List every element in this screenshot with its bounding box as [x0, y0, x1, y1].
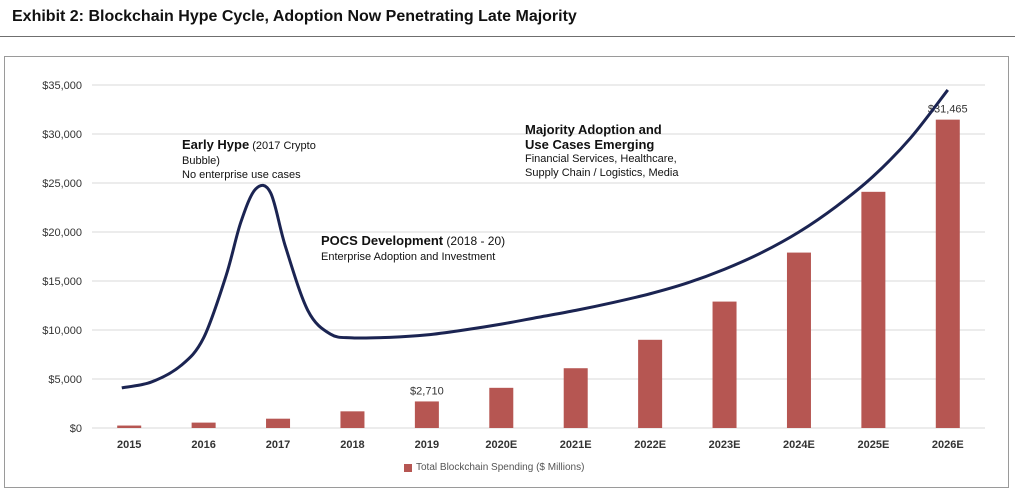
bar-2021E: [563, 368, 588, 428]
bar-2018: [340, 411, 365, 428]
x-tick-label: 2022E: [634, 439, 666, 451]
bar-2019: [414, 401, 439, 428]
annotation-majority: Majority Adoption and Use Cases Emerging…: [525, 122, 678, 180]
bars: [117, 119, 960, 428]
x-tick-label: 2018: [340, 439, 364, 451]
y-tick-label: $5,000: [48, 374, 82, 386]
x-tick-label: 2026E: [932, 439, 964, 451]
y-tick-label: $20,000: [42, 227, 82, 239]
majority-line4: Supply Chain / Logistics, Media: [525, 167, 679, 179]
y-tick-label: $15,000: [42, 276, 82, 288]
x-tick-label: 2017: [266, 439, 290, 451]
pocs-heading: POCS Development: [321, 233, 444, 248]
pocs-note: (2018 - 20): [443, 234, 506, 248]
bar-2023E: [712, 301, 737, 428]
x-tick-label: 2023E: [709, 439, 741, 451]
bar-2017: [266, 418, 291, 428]
chart-legend: Total Blockchain Spending ($ Millions): [404, 462, 584, 473]
data-labels: $2,710 $31,465: [410, 104, 968, 398]
hype-cycle-curve: [121, 88, 949, 390]
exhibit-title: Exhibit 2: Blockchain Hype Cycle, Adopti…: [12, 8, 577, 25]
annotation-early-hype: Early Hype (2017 Crypto Bubble) No enter…: [182, 136, 316, 182]
bar-2022E: [638, 339, 663, 428]
x-tick-label: 2024E: [783, 439, 815, 451]
legend-swatch: [404, 463, 412, 472]
x-tick-label: 2015: [117, 439, 141, 451]
data-label: $2,710: [410, 385, 444, 397]
legend-label: Total Blockchain Spending ($ Millions): [416, 462, 585, 473]
x-tick-label: 2020E: [485, 439, 517, 451]
x-tick-label: 2019: [415, 439, 439, 451]
data-label: $31,465: [928, 104, 968, 116]
title-divider: [0, 36, 1015, 37]
pocs-line2: Enterprise Adoption and Investment: [321, 251, 496, 263]
annotation-pocs: POCS Development (2018 - 20) Enterprise …: [321, 232, 505, 264]
bar-2026E: [935, 119, 960, 428]
x-tick-label: 2025E: [857, 439, 889, 451]
majority-line3: Financial Services, Healthcare,: [525, 153, 677, 165]
majority-heading-2: Use Cases Emerging: [525, 137, 655, 152]
x-tick-label: 2016: [191, 439, 215, 451]
majority-heading-1: Majority Adoption and: [525, 122, 662, 137]
bar-2016: [191, 422, 216, 428]
x-tick-label: 2021E: [560, 439, 592, 451]
bar-2015: [117, 425, 142, 428]
y-tick-label: $25,000: [42, 178, 82, 190]
early-hype-note: (2017 Crypto: [249, 140, 316, 152]
chart-frame: [4, 56, 1009, 488]
early-hype-line2: Bubble): [182, 155, 220, 167]
y-tick-label: $35,000: [42, 80, 82, 92]
y-tick-label: $10,000: [42, 325, 82, 337]
early-hype-heading: Early Hype: [182, 137, 250, 152]
y-axis-ticks: $0 $5,000 $10,000 $15,000 $20,000 $25,000 $30,…: [42, 80, 82, 435]
y-tick-label: $0: [70, 423, 82, 435]
gridlines: [92, 84, 985, 429]
y-tick-label: $30,000: [42, 129, 82, 141]
bar-2024E: [786, 252, 811, 428]
bar-2025E: [861, 191, 886, 428]
early-hype-line3: No enterprise use cases: [182, 169, 301, 181]
bar-2020E: [489, 387, 514, 428]
x-axis-ticks: 2015 2016 2017 2018 2019 2020E 2021E 2022E 2023E…: [117, 439, 964, 451]
